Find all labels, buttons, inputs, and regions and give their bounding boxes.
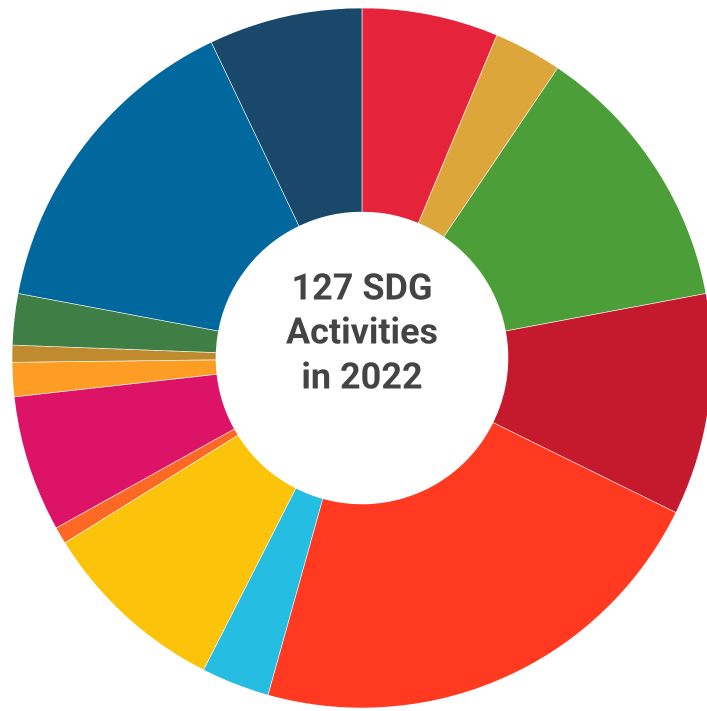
donut-hole <box>216 212 508 504</box>
center-label: Activities <box>286 311 438 353</box>
slices <box>11 7 707 709</box>
slice <box>17 41 300 332</box>
center-label: in 2022 <box>301 356 422 398</box>
center-label: 127 SDG <box>291 267 432 309</box>
